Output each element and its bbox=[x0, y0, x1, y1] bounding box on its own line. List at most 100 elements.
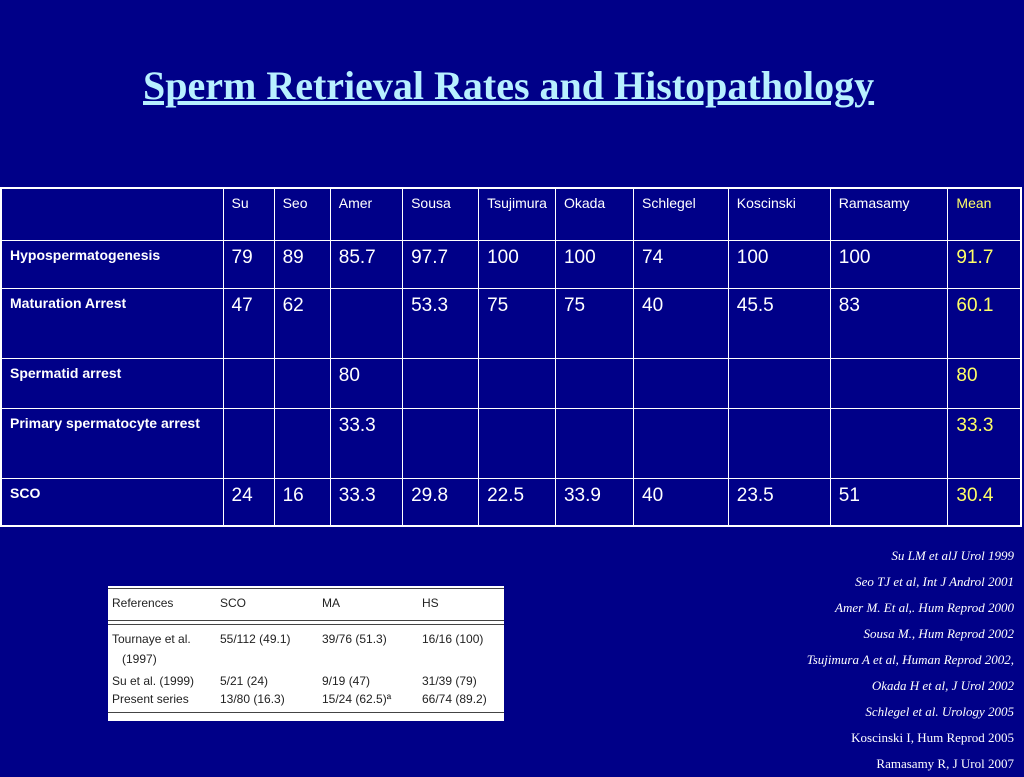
cell-value bbox=[402, 357, 480, 409]
cell-value: 85.7 bbox=[329, 239, 404, 289]
mean-value: 80 bbox=[947, 357, 1022, 409]
inset-header-hs: HS bbox=[422, 596, 439, 610]
reference-item: Amer M. Et al,. Hum Reprod 2000 bbox=[835, 600, 1014, 615]
row-label: Primary spermatocyte arrest bbox=[0, 407, 224, 479]
row-label: Spermatid arrest bbox=[0, 357, 224, 409]
cell-value: 97.7 bbox=[402, 239, 480, 289]
reference-item: Tsujimura A et al, Human Reprod 2002, bbox=[806, 652, 1014, 667]
inset-ma-cell: 15/24 (62.5)ª bbox=[322, 692, 392, 706]
mean-value: 30.4 bbox=[947, 477, 1022, 527]
cell-value bbox=[273, 357, 331, 409]
cell-value bbox=[727, 407, 831, 479]
col-header-mean: Mean bbox=[947, 187, 1022, 241]
cell-value: 100 bbox=[829, 239, 949, 289]
table-header-row: Su Seo Amer Sousa Tsujimura Okada Schleg… bbox=[0, 187, 1022, 241]
reference-item: Sousa M., Hum Reprod 2002 bbox=[863, 626, 1014, 641]
cell-value: 89 bbox=[273, 239, 331, 289]
inset-header-references: References bbox=[112, 596, 174, 610]
cell-value: 75 bbox=[478, 287, 556, 359]
cell-value: 80 bbox=[329, 357, 404, 409]
inset-hs-cell: 31/39 (79) bbox=[422, 674, 477, 688]
col-header-schlegel: Schlegel bbox=[633, 187, 729, 241]
retrieval-rates-table: Su Seo Amer Sousa Tsujimura Okada Schleg… bbox=[0, 187, 1022, 527]
cell-value: 24 bbox=[222, 477, 275, 527]
cell-value: 62 bbox=[273, 287, 331, 359]
row-label: Hypospermatogenesis bbox=[0, 239, 224, 289]
col-header-seo: Seo bbox=[273, 187, 331, 241]
cell-value: 74 bbox=[633, 239, 729, 289]
cell-value: 83 bbox=[829, 287, 949, 359]
table-row: Maturation Arrest 47 62 53.3 75 75 40 45… bbox=[0, 287, 1022, 359]
reference-item: Koscinski I, Hum Reprod 2005 bbox=[851, 730, 1014, 745]
cell-value: 22.5 bbox=[478, 477, 556, 527]
cell-value bbox=[478, 357, 556, 409]
cell-value: 33.3 bbox=[329, 407, 404, 479]
mean-value: 60.1 bbox=[947, 287, 1022, 359]
cell-value: 100 bbox=[478, 239, 556, 289]
mean-value: 91.7 bbox=[947, 239, 1022, 289]
inset-sco-cell: 13/80 (16.3) bbox=[220, 692, 285, 706]
col-header-okada: Okada bbox=[554, 187, 635, 241]
cell-value: 23.5 bbox=[727, 477, 831, 527]
col-header-ramasamy: Ramasamy bbox=[829, 187, 949, 241]
cell-value: 40 bbox=[633, 287, 729, 359]
col-header-tsujimura: Tsujimura bbox=[478, 187, 556, 241]
inset-hs-cell: 16/16 (100) bbox=[422, 632, 484, 646]
cell-value bbox=[554, 407, 635, 479]
cell-value bbox=[222, 357, 275, 409]
cell-value: 53.3 bbox=[402, 287, 480, 359]
col-header-amer: Amer bbox=[329, 187, 404, 241]
col-header-su: Su bbox=[222, 187, 275, 241]
cell-value: 100 bbox=[727, 239, 831, 289]
cell-value bbox=[402, 407, 480, 479]
inset-comparison-table: References SCO MA HS Tournaye et al. (19… bbox=[108, 586, 504, 721]
table-row: Primary spermatocyte arrest 33.3 33.3 bbox=[0, 407, 1022, 479]
slide-title: Sperm Retrieval Rates and Histopathology bbox=[143, 63, 875, 108]
cell-value: 51 bbox=[829, 477, 949, 527]
reference-item: Seo TJ et al, Int J Androl 2001 bbox=[855, 574, 1014, 589]
reference-item: Okada H et al, J Urol 2002 bbox=[871, 678, 1014, 693]
cell-value: 47 bbox=[222, 287, 275, 359]
cell-value bbox=[829, 407, 949, 479]
inset-header-ma: MA bbox=[322, 596, 340, 610]
cell-value: 33.9 bbox=[554, 477, 635, 527]
mean-value: 33.3 bbox=[947, 407, 1022, 479]
cell-value: 79 bbox=[222, 239, 275, 289]
cell-value bbox=[829, 357, 949, 409]
cell-value bbox=[633, 407, 729, 479]
inset-ref-cell: Present series bbox=[112, 692, 189, 706]
header-corner-cell bbox=[0, 187, 224, 241]
cell-value bbox=[273, 407, 331, 479]
inset-ma-cell: 9/19 (47) bbox=[322, 674, 371, 688]
reference-item: Su LM et alJ Urol 1999 bbox=[891, 548, 1014, 563]
inset-ref-cell: Tournaye et al. bbox=[112, 632, 191, 646]
cell-value: 40 bbox=[633, 477, 729, 527]
inset-ma-cell: 39/76 (51.3) bbox=[322, 632, 387, 646]
cell-value: 75 bbox=[554, 287, 635, 359]
reference-list: Su LM et alJ Urol 1999 Seo TJ et al, Int… bbox=[807, 543, 1014, 777]
inset-sco-cell: 5/21 (24) bbox=[220, 674, 269, 688]
cell-value bbox=[633, 357, 729, 409]
cell-value bbox=[222, 407, 275, 479]
col-header-sousa: Sousa bbox=[402, 187, 480, 241]
table-row: Spermatid arrest 80 80 bbox=[0, 357, 1022, 409]
cell-value bbox=[554, 357, 635, 409]
cell-value: 100 bbox=[554, 239, 635, 289]
cell-value bbox=[727, 357, 831, 409]
inset-header-sco: SCO bbox=[220, 596, 247, 610]
row-label: Maturation Arrest bbox=[0, 287, 224, 359]
inset-hs-cell: 66/74 (89.2) bbox=[422, 692, 487, 706]
cell-value: 45.5 bbox=[727, 287, 831, 359]
inset-sco-cell: 55/112 (49.1) bbox=[220, 632, 291, 646]
table-row: SCO 24 16 33.3 29.8 22.5 33.9 40 23.5 51… bbox=[0, 477, 1022, 527]
cell-value: 33.3 bbox=[329, 477, 404, 527]
table-row: Hypospermatogenesis 79 89 85.7 97.7 100 … bbox=[0, 239, 1022, 289]
inset-ref-year: (1997) bbox=[122, 652, 157, 666]
cell-value bbox=[329, 287, 404, 359]
cell-value: 29.8 bbox=[402, 477, 480, 527]
reference-item: Schlegel et al. Urology 2005 bbox=[865, 704, 1014, 719]
col-header-koscinski: Koscinski bbox=[727, 187, 831, 241]
cell-value bbox=[478, 407, 556, 479]
reference-item: Ramasamy R, J Urol 2007 bbox=[876, 756, 1014, 771]
row-label: SCO bbox=[0, 477, 224, 527]
